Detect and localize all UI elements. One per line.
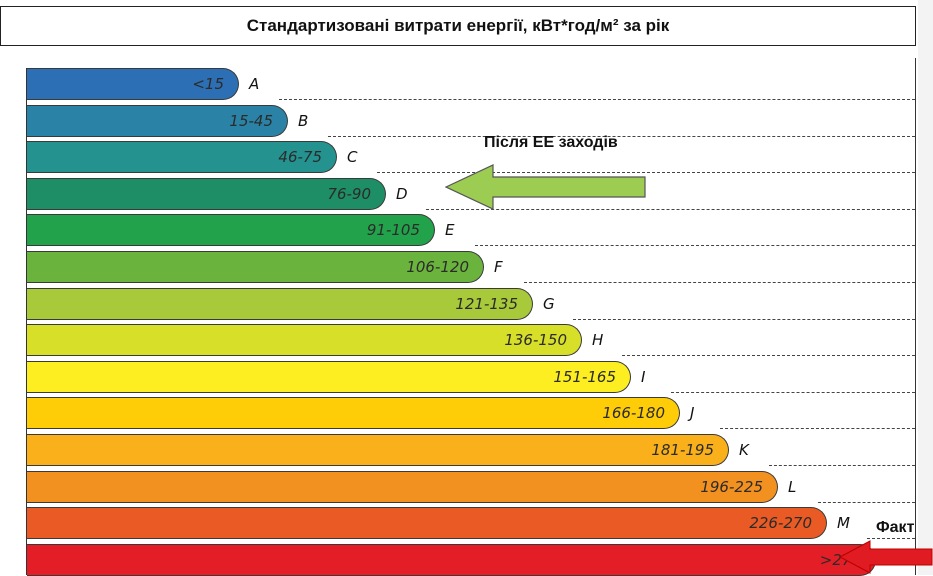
after-measures-arrow xyxy=(445,164,646,210)
energy-band-c: 46-75 xyxy=(27,141,337,173)
band-range-label: 46-75 xyxy=(278,148,322,166)
band-range-label: 76-90 xyxy=(327,185,371,203)
energy-band-f: 106-120 xyxy=(27,251,484,283)
dashed-guide-line xyxy=(867,538,915,539)
energy-band-m: 226-270 xyxy=(27,507,827,539)
energy-band-l: 196-225 xyxy=(27,471,778,503)
energy-band-n: >270 xyxy=(27,544,876,576)
band-letter-label: A xyxy=(249,75,260,93)
after-measures-arrow-shape xyxy=(445,164,646,210)
band-letter-label: B xyxy=(298,112,309,130)
dashed-guide-line xyxy=(769,465,915,466)
band-letter-label: I xyxy=(641,368,646,386)
band-range-label: 181-195 xyxy=(651,441,714,459)
band-letter-label: M xyxy=(837,514,850,532)
band-letter-label: G xyxy=(543,295,555,313)
dashed-guide-line xyxy=(720,428,915,429)
actual-arrow-shape xyxy=(838,540,933,574)
band-range-label: 15-45 xyxy=(229,112,273,130)
band-letter-label: K xyxy=(739,441,749,459)
band-range-label: 121-135 xyxy=(455,295,518,313)
energy-band-b: 15-45 xyxy=(27,105,288,137)
energy-band-h: 136-150 xyxy=(27,324,582,356)
energy-band-e: 91-105 xyxy=(27,214,435,246)
chart-title: Стандартизовані витрати енергії, кВт*год… xyxy=(0,6,916,46)
band-letter-label: F xyxy=(494,258,503,276)
energy-band-k: 181-195 xyxy=(27,434,729,466)
energy-band-d: 76-90 xyxy=(27,178,386,210)
energy-band-j: 166-180 xyxy=(27,397,680,429)
energy-band-i: 151-165 xyxy=(27,361,631,393)
band-letter-label: H xyxy=(592,331,604,349)
band-range-label: 226-270 xyxy=(749,514,812,532)
left-axis-line xyxy=(26,68,27,575)
dashed-guide-line xyxy=(573,319,915,320)
dashed-guide-line xyxy=(279,99,915,100)
band-range-label: 136-150 xyxy=(504,331,567,349)
dashed-guide-line xyxy=(377,172,915,173)
dashed-guide-line xyxy=(818,502,915,503)
band-range-label: <15 xyxy=(192,75,224,93)
dashed-guide-line xyxy=(328,136,915,137)
dashed-guide-line xyxy=(524,282,915,283)
energy-band-a: <15 xyxy=(27,68,239,100)
actual-arrow xyxy=(838,540,933,574)
band-range-label: 196-225 xyxy=(700,478,763,496)
band-letter-label: D xyxy=(396,185,408,203)
after-measures-label: Після ЕЕ заходів xyxy=(484,134,618,151)
dashed-guide-line xyxy=(671,392,915,393)
dashed-guide-line xyxy=(426,209,915,210)
actual-label: Факт xyxy=(876,519,915,536)
band-range-label: 91-105 xyxy=(366,221,420,239)
dashed-guide-line xyxy=(475,245,915,246)
band-range-label: 151-165 xyxy=(553,368,616,386)
band-letter-label: L xyxy=(788,478,797,496)
energy-band-g: 121-135 xyxy=(27,288,533,320)
band-letter-label: C xyxy=(347,148,358,166)
right-axis-line xyxy=(915,58,916,575)
right-edge-strip xyxy=(918,0,933,575)
dashed-guide-line xyxy=(622,355,915,356)
band-range-label: 106-120 xyxy=(406,258,469,276)
band-range-label: 166-180 xyxy=(602,404,665,422)
band-letter-label: E xyxy=(445,221,455,239)
band-letter-label: J xyxy=(690,404,695,422)
